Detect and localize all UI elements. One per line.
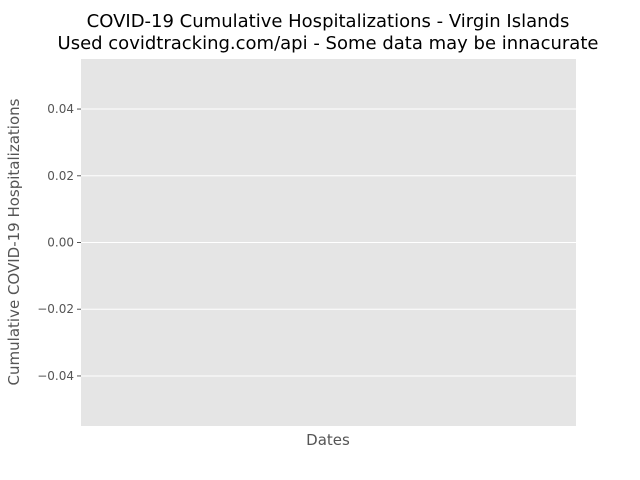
- y-tick-label: 0.00: [47, 236, 74, 250]
- y-tick-label: 0.02: [47, 169, 74, 183]
- x-axis-label: Dates: [306, 431, 350, 449]
- chart-title: COVID-19 Cumulative Hospitalizations - V…: [87, 11, 570, 32]
- grid-lines: [81, 108, 576, 377]
- y-tick-label: −0.04: [37, 369, 74, 383]
- chart-subtitle: Used covidtracking.com/api - Some data m…: [58, 33, 599, 54]
- y-axis-ticks: 0.04 0.02 0.00 −0.02 −0.04: [37, 102, 81, 383]
- y-tick-label: −0.02: [37, 302, 74, 316]
- y-tick-label: 0.04: [47, 102, 74, 116]
- y-axis-label: Cumulative COVID-19 Hospitalizations: [5, 98, 23, 385]
